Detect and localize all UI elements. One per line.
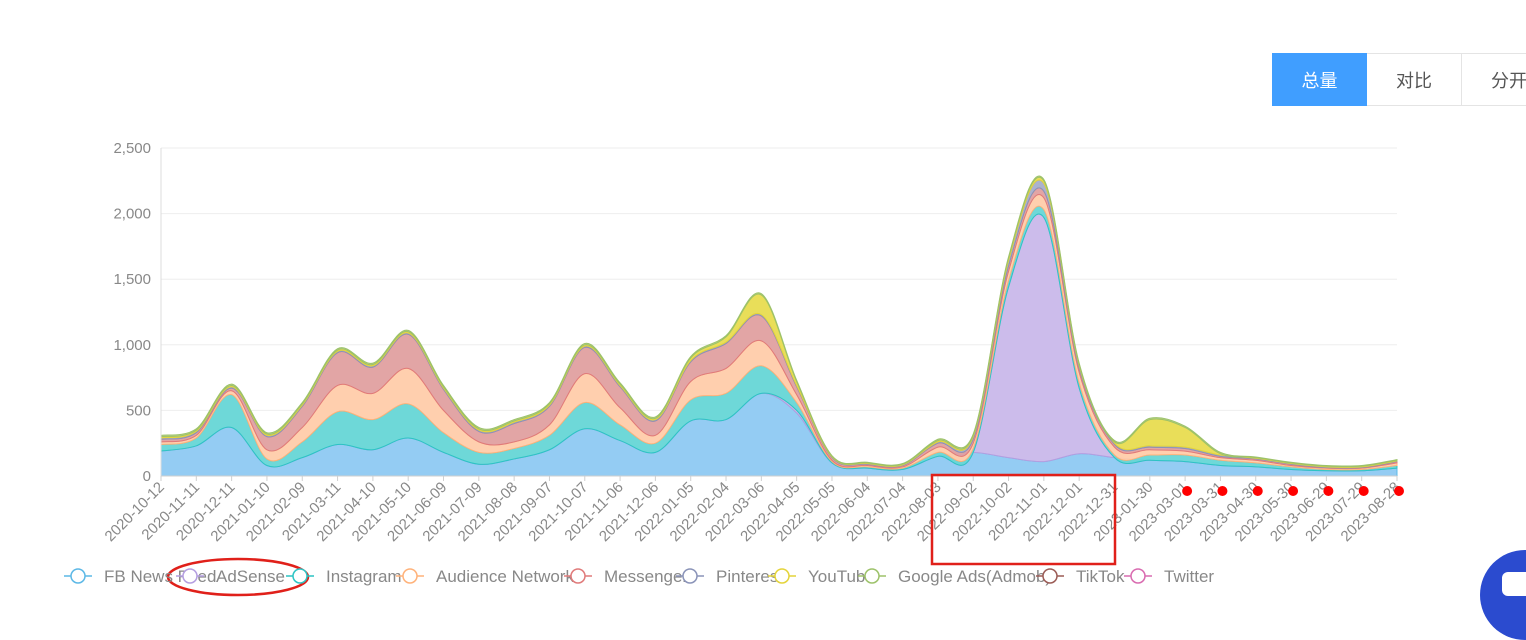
y-tick-label: 2,500 — [113, 140, 151, 157]
red-dot-markers — [1182, 486, 1404, 496]
annotations — [166, 473, 1117, 597]
legend-item[interactable]: YouTube — [768, 567, 875, 586]
stacked-area-chart: 05001,0001,5002,0002,5002020-10-122020-1… — [64, 140, 1404, 597]
separate-view-button[interactable]: 分开 — [1462, 53, 1526, 106]
legend-label: Twitter — [1164, 567, 1214, 586]
legend-label: Instagram — [326, 567, 402, 586]
legend-marker — [70, 568, 86, 584]
legend-label: Pinterest — [716, 567, 783, 586]
legend-item[interactable]: Messenger — [564, 567, 688, 586]
legend: FB News Feed AdSense Instagram Audience Net… — [64, 567, 1214, 586]
legend-label: Messenger — [604, 567, 688, 586]
legend-label: YouTube — [808, 567, 875, 586]
red-dot-marker — [1182, 486, 1193, 496]
legend-item[interactable]: Instagram — [286, 567, 402, 586]
legend-item[interactable]: Twitter — [1124, 567, 1214, 586]
y-tick-label: 0 — [143, 468, 151, 485]
legend-label: AdSense — [216, 567, 285, 586]
red-dot-marker — [1217, 486, 1228, 496]
legend-marker — [682, 568, 698, 584]
legend-item[interactable]: TikTok — [1036, 567, 1125, 586]
area-series-group — [160, 175, 1398, 477]
legend-marker — [292, 568, 308, 584]
view-mode-toggle: 总量 对比 分开 — [1272, 53, 1526, 106]
legend-marker — [402, 568, 418, 584]
legend-item[interactable]: AdSense — [176, 567, 285, 586]
legend-item[interactable]: Pinterest — [676, 567, 783, 586]
legend-marker — [570, 568, 586, 584]
legend-marker — [864, 568, 880, 584]
legend-label: TikTok — [1076, 567, 1125, 586]
red-dot-marker — [1288, 486, 1299, 496]
legend-label: Google Ads(Admob) — [898, 567, 1051, 586]
red-dot-marker — [1252, 486, 1263, 496]
chat-icon — [1502, 572, 1526, 596]
area-google-ads-admob — [160, 175, 1398, 468]
y-tick-label: 1,000 — [113, 337, 151, 354]
highlight-rectangle — [930, 473, 1117, 566]
red-dot-marker — [1358, 486, 1369, 496]
legend-item[interactable]: Google Ads(Admob) — [858, 567, 1051, 586]
y-tick-label: 500 — [126, 402, 151, 419]
total-view-button[interactable]: 总量 — [1272, 53, 1367, 106]
legend-marker — [1042, 568, 1058, 584]
legend-label: Audience Network — [436, 567, 574, 586]
legend-marker — [1130, 568, 1146, 584]
red-dot-marker — [1394, 486, 1404, 496]
legend-marker — [774, 568, 790, 584]
legend-marker — [182, 568, 198, 584]
highlight-ellipse — [166, 557, 310, 597]
red-dot-marker — [1323, 486, 1334, 496]
y-tick-label: 2,000 — [113, 206, 151, 223]
compare-view-button[interactable]: 对比 — [1367, 53, 1462, 106]
legend-item[interactable]: Audience Network — [396, 567, 574, 586]
y-tick-label: 1,500 — [113, 271, 151, 288]
